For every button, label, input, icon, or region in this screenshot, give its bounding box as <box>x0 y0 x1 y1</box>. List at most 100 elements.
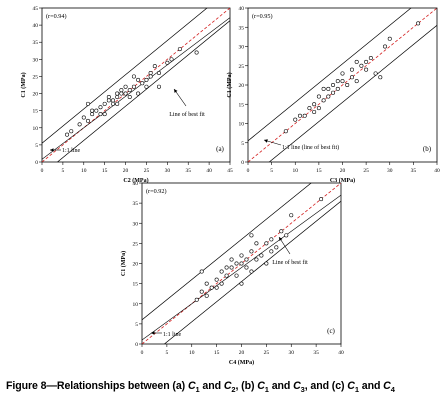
x-tick-label: 20 <box>239 350 245 356</box>
best-fit-annotation: Line of best fit <box>169 111 205 118</box>
data-point <box>319 197 324 202</box>
x-tick-label: 40 <box>434 168 440 174</box>
data-point <box>331 83 336 88</box>
data-point <box>85 118 90 123</box>
y-tick-label: 10 <box>133 302 139 308</box>
data-point <box>274 245 279 250</box>
data-point <box>312 102 317 107</box>
y-tick-label: 40 <box>133 181 139 187</box>
data-point <box>331 90 336 95</box>
data-point <box>234 273 239 278</box>
data-point <box>119 88 124 93</box>
y-tick-label: 35 <box>33 40 39 46</box>
scatter-panel-c: 0 5 10 15 20 25 30 35 40 0 5 10 15 20 25 30 35 40 C4 (MPa)… <box>120 181 344 366</box>
data-point <box>312 109 317 114</box>
x-tick-label: 30 <box>289 350 295 356</box>
data-point <box>106 94 111 99</box>
y-tick-label: 25 <box>239 64 245 70</box>
data-point <box>136 77 141 82</box>
data-point <box>144 77 149 82</box>
x-tick-label: 20 <box>340 168 346 174</box>
data-point <box>239 261 244 266</box>
x-tick-label: 25 <box>144 168 150 174</box>
one-to-one-line <box>42 8 230 162</box>
data-point <box>378 75 383 80</box>
data-point <box>156 71 161 76</box>
data-point <box>115 101 120 106</box>
caption-var: C <box>293 380 301 392</box>
data-point <box>359 63 364 68</box>
best-fit-arrow-head <box>279 237 283 241</box>
data-point <box>77 122 82 127</box>
data-point <box>90 112 95 117</box>
y-tick-label: 10 <box>239 122 245 128</box>
data-point <box>345 83 350 88</box>
y-tick-label: 5 <box>241 141 244 147</box>
data-point <box>284 233 289 238</box>
x-tick-label: 5 <box>62 168 65 174</box>
x-tick-label: 5 <box>166 350 169 356</box>
x-tick-label: 35 <box>411 168 417 174</box>
y-tick-label: 25 <box>133 241 139 247</box>
data-point <box>204 293 209 298</box>
panel-label: (a) <box>216 145 224 153</box>
x-tick-label: 45 <box>227 168 233 174</box>
scatter-panel-b: 0 5 10 15 20 25 30 35 40 0 5 10 15 20 25 30 35 40 C3 (MPa)… <box>226 6 440 184</box>
x-tick-label: 35 <box>313 350 319 356</box>
data-point <box>199 289 204 294</box>
data-point <box>90 108 95 113</box>
plot-frame <box>41 7 231 163</box>
x-tick-label: 10 <box>293 168 299 174</box>
data-point <box>234 261 239 266</box>
data-point <box>65 132 70 137</box>
data-point <box>140 81 145 86</box>
data-point <box>123 91 128 96</box>
caption-var: C <box>187 380 196 392</box>
scatter-panel-a: 0 5 10 15 20 25 30 35 40 45 0 5 10 15 20 25 30 35 40 45 C2 (… <box>20 6 233 184</box>
data-point <box>316 106 321 111</box>
x-tick-label: 0 <box>41 168 44 174</box>
best-fit-annotation: Line of best fit <box>272 259 308 266</box>
data-point <box>254 241 259 246</box>
lower-band-line <box>268 25 437 162</box>
y-axis-label: C1 (MPa) <box>120 251 127 276</box>
data-point <box>349 67 354 72</box>
one-to-one-arrow-head <box>264 139 268 143</box>
y-tick-label: 0 <box>241 160 244 166</box>
y-tick-label: 30 <box>33 57 39 63</box>
upper-band-line <box>248 8 412 142</box>
caption-var: C <box>383 380 391 392</box>
data-point <box>354 79 359 84</box>
data-point <box>293 117 298 122</box>
data-point <box>364 59 369 64</box>
data-point <box>194 297 199 302</box>
x-tick-label: 40 <box>338 350 344 356</box>
figure-caption: Figure 8—Relationships between (a) C1 an… <box>6 380 440 394</box>
y-tick-label: 10 <box>33 126 39 132</box>
fit-lines <box>42 8 230 162</box>
fit-lines <box>248 8 437 162</box>
caption-text: and <box>268 380 294 392</box>
best-fit-line <box>142 194 341 341</box>
correlation-label: (r=0.94) <box>46 13 67 20</box>
data-point <box>340 79 345 84</box>
caption-var: C <box>223 380 232 392</box>
best-fit-arrow-head <box>174 89 178 93</box>
x-tick-label: 5 <box>270 168 273 174</box>
x-tick-label: 15 <box>102 168 108 174</box>
caption-var: C <box>257 380 265 392</box>
y-tick-label: 20 <box>133 262 139 268</box>
data-point <box>326 94 331 99</box>
best-fit-line <box>42 17 230 160</box>
data-point <box>102 101 107 106</box>
data-point <box>349 75 354 80</box>
correlation-label: (r=0.95) <box>252 13 273 20</box>
y-tick-label: 15 <box>133 282 139 288</box>
one-to-one-arrow-head <box>50 148 54 152</box>
data-point <box>416 21 421 26</box>
data-point <box>254 257 259 262</box>
data-point <box>152 64 157 69</box>
correlation-label: (r=0.92) <box>146 188 167 195</box>
lower-band-line <box>163 200 341 344</box>
